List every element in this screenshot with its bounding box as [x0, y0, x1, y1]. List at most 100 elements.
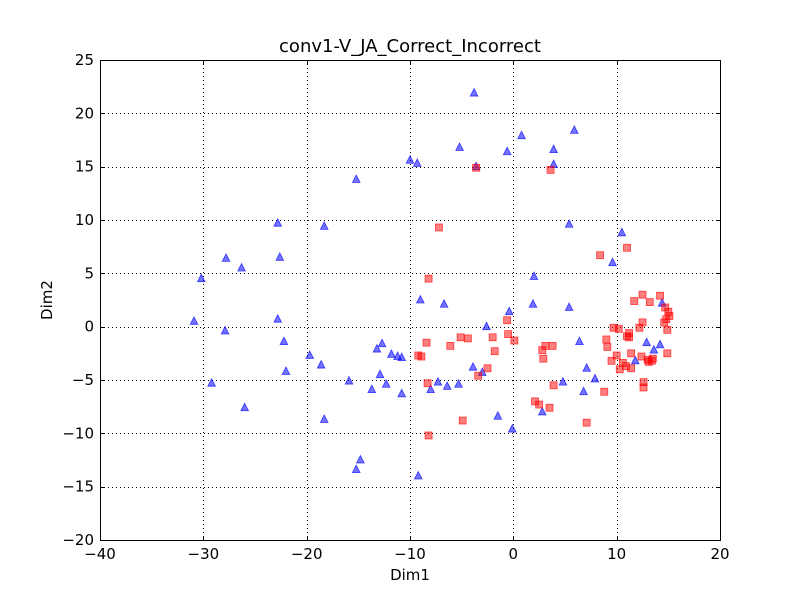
square-point	[623, 243, 631, 252]
square-point	[472, 163, 481, 172]
x-tick-label: −40	[84, 545, 116, 563]
x-tick-label: −30	[188, 545, 220, 563]
square-point	[456, 333, 465, 342]
triangle-point	[240, 402, 250, 412]
y-tick-label: 20	[75, 104, 94, 122]
triangle-point	[196, 273, 206, 283]
triangle-point	[630, 355, 640, 365]
square-point	[458, 416, 467, 425]
triangle-point	[372, 343, 382, 353]
triangle-point	[564, 218, 574, 228]
triangle-point	[655, 339, 665, 349]
square-point	[549, 381, 558, 390]
square-point	[609, 323, 618, 332]
y-tick-label: −15	[62, 478, 94, 496]
triangle-point	[517, 130, 527, 140]
square-point	[435, 223, 443, 232]
x-tick-labels: −40 −30 −20 −10 0 10 20	[84, 545, 729, 563]
square-point	[490, 347, 499, 356]
square-point	[627, 364, 636, 373]
y-tick-label: −10	[62, 424, 94, 442]
square-point	[596, 251, 605, 260]
square-point	[600, 387, 609, 396]
square-point	[488, 333, 497, 342]
triangle-point	[649, 344, 659, 354]
square-point	[648, 354, 657, 363]
triangle-point	[367, 384, 377, 394]
triangle-point	[579, 386, 589, 396]
triangle-point	[528, 298, 538, 308]
square-point	[535, 400, 544, 409]
triangle-point	[237, 262, 247, 272]
square-point	[627, 349, 636, 358]
square-point	[656, 291, 664, 300]
square-point	[546, 165, 555, 174]
triangle-point	[413, 470, 423, 480]
triangle-point	[386, 349, 396, 358]
square-point	[663, 349, 672, 358]
grid-lines	[100, 60, 721, 541]
triangle-point	[575, 336, 584, 346]
triangle-point	[454, 378, 464, 388]
triangle-point	[469, 87, 479, 97]
triangle-point	[279, 336, 289, 346]
y-tick-label: −5	[72, 371, 94, 389]
triangle-point	[415, 294, 425, 304]
triangle-point	[455, 142, 465, 151]
triangle-point	[405, 154, 415, 164]
triangle-point	[220, 325, 230, 335]
square-point	[504, 330, 513, 339]
data-points	[189, 87, 674, 480]
chart-title: conv1-V_JA_Correct_Incorrect	[279, 36, 541, 57]
plot-frame	[100, 60, 721, 541]
square-point	[446, 341, 455, 350]
square-point	[582, 418, 591, 427]
square-point	[603, 343, 612, 351]
triangle-point	[502, 146, 512, 156]
triangle-point	[549, 144, 559, 154]
square-point	[665, 312, 674, 320]
square-point	[618, 359, 627, 367]
triangle-point	[221, 253, 231, 262]
y-tick-label: 10	[75, 211, 94, 229]
triangle-point	[351, 174, 361, 183]
x-tick-label: 20	[710, 545, 729, 563]
square-point	[545, 403, 554, 412]
triangle-point	[468, 361, 478, 371]
x-tick-label: −20	[291, 545, 323, 563]
triangle-point	[305, 350, 315, 359]
triangle-point	[439, 298, 449, 308]
triangle-point	[617, 227, 627, 237]
y-tick-label: −20	[62, 531, 94, 549]
triangle-point	[319, 221, 329, 230]
x-axis-label: Dim1	[390, 566, 430, 584]
square-point	[538, 346, 547, 355]
triangle-point	[482, 321, 491, 331]
triangle-point	[433, 376, 443, 386]
triangle-point	[412, 158, 422, 167]
square-point	[423, 379, 432, 388]
triangle-point	[529, 271, 539, 280]
triangle-point	[442, 381, 452, 390]
triangle-point	[351, 464, 361, 474]
triangle-point	[273, 217, 283, 227]
triangle-point	[375, 369, 385, 379]
triangle-point	[381, 378, 391, 388]
square-point	[424, 274, 433, 283]
y-tick-label: 5	[84, 264, 94, 282]
triangle-point	[281, 366, 291, 375]
series-0-points	[189, 87, 667, 480]
triangle-point	[275, 251, 285, 261]
triangle-point	[273, 313, 283, 323]
square-point	[548, 341, 557, 350]
triangle-point	[355, 454, 365, 464]
y-tick-label: 15	[75, 158, 94, 176]
square-point	[607, 356, 616, 365]
triangle-point	[537, 406, 547, 416]
triangle-point	[590, 373, 600, 383]
square-point	[414, 351, 423, 360]
y-axis-label: Dim2	[38, 280, 56, 320]
triangle-point	[377, 338, 387, 348]
square-point	[463, 334, 472, 343]
